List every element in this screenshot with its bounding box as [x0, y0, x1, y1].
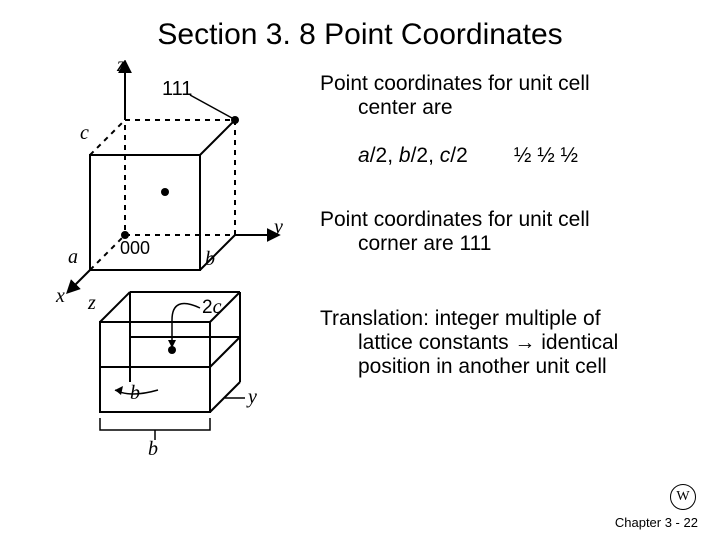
p2-line2: corner are 111: [320, 232, 491, 256]
p3-line1: Translation: integer multiple of: [320, 307, 601, 330]
label-x: x: [56, 285, 65, 308]
paragraph-2: Point coordinates for unit cell corner a…: [320, 208, 700, 256]
label-b-axis: b: [205, 248, 215, 271]
paragraph-3: Translation: integer multiple of lattice…: [320, 307, 700, 379]
math-row: a/2, b/2, c/2 ½ ½ ½: [320, 144, 700, 168]
page-title: Section 3. 8 Point Coordinates: [0, 0, 720, 52]
p2-line1: Point coordinates for unit cell: [320, 208, 590, 231]
paragraph-1: Point coordinates for unit cell center a…: [320, 72, 700, 120]
math-left: a/2, b/2, c/2: [358, 144, 508, 168]
p1-line1: Point coordinates for unit cell: [320, 72, 590, 95]
page-footer: Chapter 3 - 22: [615, 515, 698, 530]
math-right: ½ ½ ½: [514, 144, 578, 167]
publisher-logo: W: [670, 484, 696, 510]
diagrams-column: z 111 c 000 a x b y z 2c y b b: [60, 60, 310, 490]
p1-line2: center are: [320, 96, 453, 120]
label-111: 111: [162, 78, 192, 101]
label-z: z: [117, 54, 125, 77]
label-y: y: [274, 216, 283, 239]
label-y2: y: [248, 386, 257, 409]
label-c: c: [80, 122, 89, 145]
diagrams-svg: [60, 60, 290, 490]
p3-line2: lattice constants → identical: [320, 331, 618, 355]
text-column: Point coordinates for unit cell center a…: [320, 72, 700, 403]
diagram-container: z 111 c 000 a x b y z 2c y b b: [60, 60, 290, 490]
label-b-bottom: b: [148, 438, 158, 461]
footer-page: 22: [684, 515, 698, 530]
p3-line3: position in another unit cell: [320, 355, 607, 379]
label-a: a: [68, 246, 78, 269]
footer-chapter: Chapter 3 -: [615, 515, 680, 530]
label-2c: 2c: [202, 296, 221, 319]
label-b-inner: b: [130, 382, 140, 405]
label-z2: z: [88, 292, 96, 315]
label-000: 000: [120, 238, 150, 259]
